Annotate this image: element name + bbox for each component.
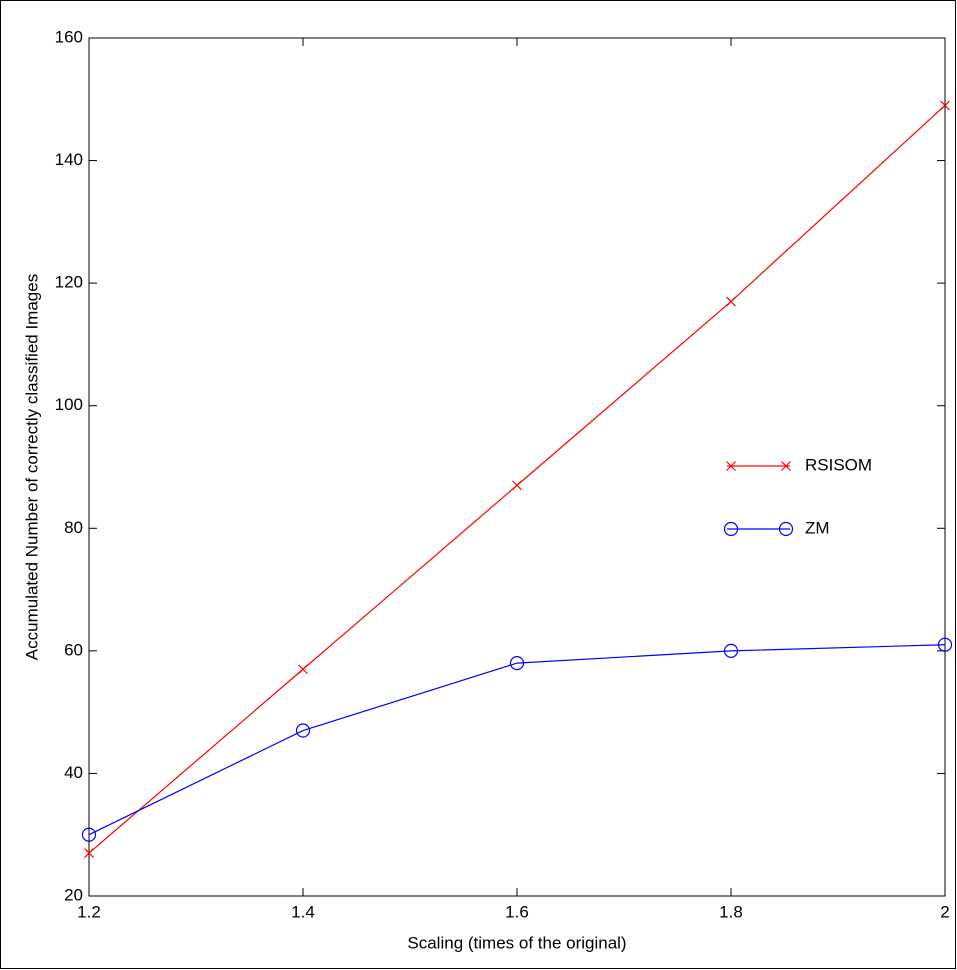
x-tick-label: 1.8 [719,902,743,921]
series-line [88,644,946,836]
y-tick-label: 120 [55,273,83,292]
marker [937,637,953,652]
legend-marker [726,461,736,471]
y-tick-label: 20 [64,885,83,904]
marker [84,848,94,859]
x-tick-label: 1.4 [291,902,315,921]
y-tick-label: 160 [55,27,83,46]
legend-label: RSISOM [805,455,872,474]
x-axis-label: Scaling (times of the original) [407,933,626,952]
marker [509,656,525,671]
legend-marker [781,461,791,471]
marker [940,100,950,111]
marker [723,643,739,658]
legend-label: ZM [805,518,830,537]
y-tick-label: 140 [55,150,83,169]
x-tick-label: 2 [940,902,949,921]
y-tick-label: 60 [64,640,83,659]
marker [81,827,97,842]
x-tick-label: 1.6 [505,902,529,921]
marker [512,480,522,491]
y-axis-label: Accumulated Number of correctly classifi… [22,274,41,660]
marker [295,723,311,738]
y-tick-label: 40 [64,763,83,782]
legend-marker [778,521,794,537]
y-tick-label: 100 [55,395,83,414]
legend-marker [723,521,739,537]
marker [726,296,736,307]
marker [298,664,308,675]
y-tick-label: 80 [64,518,83,537]
x-tick-label: 1.2 [77,902,101,921]
